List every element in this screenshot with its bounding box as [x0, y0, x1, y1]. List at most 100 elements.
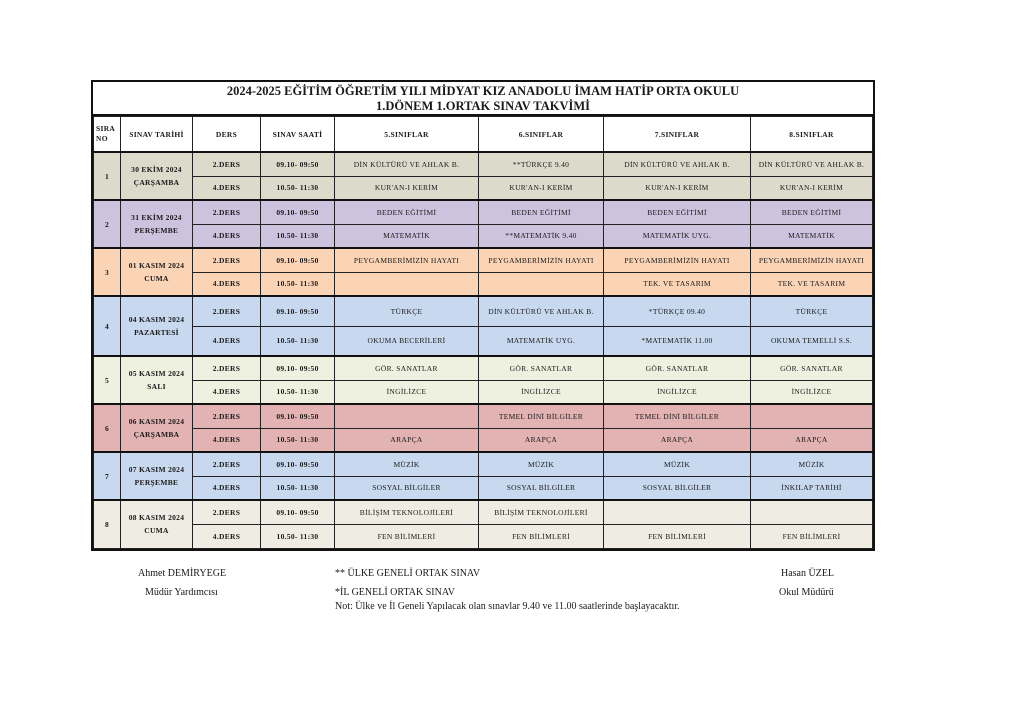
note-province-wide: *İL GENELİ ORTAK SINAV: [335, 587, 455, 598]
subject-cell-grade-5: İNGİLİZCE: [334, 379, 479, 405]
weekday-text: PERŞEMBE: [134, 226, 179, 235]
exam-time: 09.10- 09:50: [260, 199, 335, 225]
subject-cell-grade-7: FEN BİLİMLERİ: [603, 523, 751, 549]
lesson-period: 4.DERS: [192, 325, 261, 357]
subject-cell-grade-6: FEN BİLİMLERİ: [478, 523, 604, 549]
subject-cell-grade-7: PEYGAMBERİMİZİN HAYATI: [603, 247, 751, 273]
column-header-grade-6: 6.SINIFLAR: [478, 116, 604, 153]
subject-cell-grade-6: **MATEMATİK 9.40: [478, 223, 604, 249]
principal-role: Okul Müdürü: [779, 587, 834, 598]
subject-cell-grade-7: BEDEN EĞİTİMİ: [603, 199, 751, 225]
date-text: 04 KASIM 2024: [128, 315, 185, 324]
subject-cell-grade-6: TEMEL DİNİ BİLGİLER: [478, 403, 604, 429]
table-row: 4.DERS 10.50- 11:30 İNGİLİZCE İNGİLİZCE İNGİ…: [93, 379, 873, 405]
deputy-name: Ahmet DEMİRYEGE: [138, 568, 227, 579]
subject-cell-grade-7: GÖR. SANATLAR: [603, 355, 751, 381]
lesson-period: 2.DERS: [192, 499, 261, 525]
note-start-times: Not: Ülke ve İl Geneli Yapılacak olan sı…: [335, 601, 680, 612]
date-text: 08 KASIM 2024: [128, 513, 185, 523]
exam-schedule-sheet: 2024-2025 EĞİTİM ÖĞRETİM YILI MİDYAT KIZ…: [91, 80, 875, 551]
title-line-1: 2024-2025 EĞİTİM ÖĞRETİM YILI MİDYAT KIZ…: [226, 84, 740, 98]
weekday-text: CUMA: [144, 274, 169, 283]
subject-cell-grade-6: MATEMATİK UYG.: [478, 325, 604, 357]
lesson-period: 2.DERS: [192, 451, 261, 477]
lesson-period: 2.DERS: [192, 295, 261, 327]
subject-cell-grade-6: DİN KÜLTÜRÜ VE AHLAK B.: [478, 295, 604, 327]
subject-cell-grade-6: KUR'AN-I KERİM: [478, 175, 604, 201]
lesson-period: 2.DERS: [192, 151, 261, 177]
lesson-period: 4.DERS: [192, 175, 261, 201]
weekday-text: PAZARTESİ: [134, 328, 179, 337]
lesson-period: 4.DERS: [192, 223, 261, 249]
date-text: 30 EKİM 2024: [131, 165, 182, 174]
exam-date: 30 EKİM 2024 ÇARŞAMBA: [120, 151, 193, 201]
lesson-period: 4.DERS: [192, 427, 261, 453]
document-title: 2024-2025 EĞİTİM ÖĞRETİM YILI MİDYAT KIZ…: [93, 82, 873, 116]
lesson-period: 2.DERS: [192, 247, 261, 273]
exam-time: 09.10- 09:50: [260, 295, 335, 327]
subject-cell-grade-5: KUR'AN-I KERİM: [334, 175, 479, 201]
exam-time: 10.50- 11:30: [260, 379, 335, 405]
row-number: 1: [93, 151, 121, 201]
table-row: 4.DERS 10.50- 11:30 MATEMATİK **MATEMATİK 9…: [93, 223, 873, 249]
row-number: 6: [93, 403, 121, 453]
date-text: 31 EKİM 2024: [131, 213, 182, 222]
subject-cell-grade-8: BEDEN EĞİTİMİ: [750, 199, 873, 225]
note-country-wide: ** ÜLKE GENELİ ORTAK SINAV: [335, 568, 481, 579]
table-row: 1 30 EKİM 2024 ÇARŞAMBA 2.DERS 09.10- 09:50 D…: [93, 151, 873, 201]
subject-cell-grade-8: MÜZİK: [750, 451, 873, 477]
row-number: 3: [93, 247, 121, 297]
subject-cell-grade-8: GÖR. SANATLAR: [750, 355, 873, 381]
weekday-text: CUMA: [144, 526, 169, 536]
subject-cell-grade-6: GÖR. SANATLAR: [478, 355, 604, 381]
date-text: 07 KASIM 2024: [128, 465, 185, 474]
subject-cell-grade-6: İNGİLİZCE: [478, 379, 604, 405]
lesson-period: 2.DERS: [192, 355, 261, 381]
subject-cell-grade-7: [603, 499, 751, 525]
subject-cell-grade-5: TÜRKÇE: [334, 295, 479, 327]
subject-cell-grade-5: ARAPÇA: [334, 427, 479, 453]
subject-cell-grade-5: BEDEN EĞİTİMİ: [334, 199, 479, 225]
subject-cell-grade-7: TEMEL DİNİ BİLGİLER: [603, 403, 751, 429]
exam-time: 10.50- 11:30: [260, 427, 335, 453]
weekday-text: PERŞEMBE: [134, 478, 179, 487]
lesson-period: 4.DERS: [192, 523, 261, 549]
exam-time: 10.50- 11:30: [260, 325, 335, 357]
exam-date: 31 EKİM 2024 PERŞEMBE: [120, 199, 193, 249]
table-row: 7 07 KASIM 2024 PERŞEMBE 2.DERS 09.10- 09:50…: [93, 451, 873, 501]
column-header-grade-8: 8.SINIFLAR: [750, 116, 873, 153]
exam-time: 09.10- 09:50: [260, 403, 335, 429]
column-header-ders: DERS: [192, 116, 261, 153]
subject-cell-grade-7: *TÜRKÇE 09.40: [603, 295, 751, 327]
exam-time: 09.10- 09:50: [260, 355, 335, 381]
table-row: 3 01 KASIM 2024 CUMA 2.DERS 09.10- 09:50 PEYG…: [93, 247, 873, 297]
table-row: 4.DERS 10.50- 11:30 SOSYAL BİLGİLER SOSYAL …: [93, 475, 873, 501]
exam-time: 09.10- 09:50: [260, 247, 335, 273]
date-text: 06 KASIM 2024: [128, 417, 185, 426]
exam-date: 07 KASIM 2024 PERŞEMBE: [120, 451, 193, 501]
column-header-sinav-saati: SINAV SAATİ: [260, 116, 335, 153]
row-number: 2: [93, 199, 121, 249]
subject-cell-grade-8: [750, 403, 873, 429]
subject-cell-grade-7: DİN KÜLTÜRÜ VE AHLAK B.: [603, 151, 751, 177]
table-row: 4.DERS 10.50- 11:30 KUR'AN-I KERİM KUR'AN-I…: [93, 175, 873, 201]
subject-cell-grade-6: [478, 271, 604, 297]
subject-cell-grade-5: SOSYAL BİLGİLER: [334, 475, 479, 501]
subject-cell-grade-5: [334, 271, 479, 297]
subject-cell-grade-8: PEYGAMBERİMİZİN HAYATI: [750, 247, 873, 273]
weekday-text: SALI: [147, 382, 166, 391]
subject-cell-grade-5: OKUMA BECERİLERİ: [334, 325, 479, 357]
table-row: 2 31 EKİM 2024 PERŞEMBE 2.DERS 09.10- 09:50 B…: [93, 199, 873, 249]
header-row: SIRA NO SINAV TARİHİ DERS SINAV SAATİ 5.SINI…: [93, 116, 873, 153]
lesson-period: 4.DERS: [192, 271, 261, 297]
lesson-period: 4.DERS: [192, 379, 261, 405]
table-row: 4.DERS 10.50- 11:30 ARAPÇA ARAPÇA ARAPÇA ARAP…: [93, 427, 873, 453]
table-row: 5 05 KASIM 2024 SALI 2.DERS 09.10- 09:50 GÖR.…: [93, 355, 873, 405]
table-row: 4.DERS 10.50- 11:30 TEK. VE TASARIM TEK. VE…: [93, 271, 873, 297]
subject-cell-grade-5: GÖR. SANATLAR: [334, 355, 479, 381]
row-number: 7: [93, 451, 121, 501]
column-header-sinav-tarihi: SINAV TARİHİ: [120, 116, 193, 153]
subject-cell-grade-8: KUR'AN-I KERİM: [750, 175, 873, 201]
exam-time: 10.50- 11:30: [260, 175, 335, 201]
exam-time: 09.10- 09:50: [260, 151, 335, 177]
